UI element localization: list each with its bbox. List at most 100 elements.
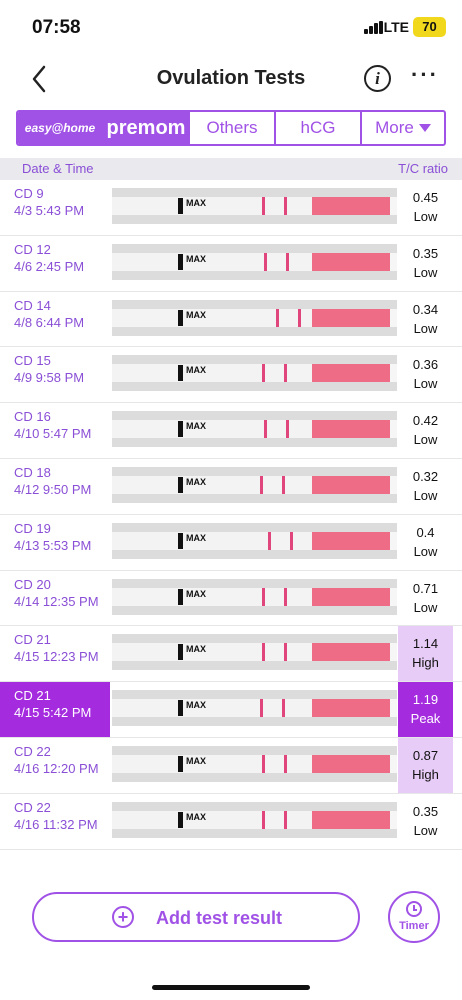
strip-max-label: MAX xyxy=(186,309,206,320)
test-datetime: 4/15 5:42 PM xyxy=(14,705,92,721)
tc-ratio-value: 0.42 xyxy=(412,413,439,429)
more-dots-icon[interactable]: ··· xyxy=(411,62,439,87)
test-row[interactable]: CD 21 4/15 12:23 PM MAX 1.14 High xyxy=(0,626,462,683)
tc-ratio-value: 1.19 xyxy=(412,692,439,708)
tc-ratio-cell: 0.87 High xyxy=(398,737,453,793)
test-row[interactable]: CD 15 4/9 9:58 PM MAX 0.36 Low xyxy=(0,347,462,404)
status-bar: 07:58 LTE 70 xyxy=(0,0,462,56)
test-row[interactable]: CD 20 4/14 12:35 PM MAX 0.71 Low xyxy=(0,571,462,627)
test-row[interactable]: CD 21 4/15 5:42 PM MAX 1.19 Peak xyxy=(0,682,462,738)
lh-level: Low xyxy=(413,209,438,224)
timer-button[interactable]: Timer xyxy=(388,891,440,943)
test-date-cell: CD 9 4/3 5:43 PM xyxy=(0,180,110,235)
strip-arrow-bar xyxy=(178,309,183,326)
strip-max-label: MAX xyxy=(186,421,206,432)
tc-ratio-value: 0.45 xyxy=(412,190,439,205)
header-date-time: Date & Time xyxy=(22,161,94,176)
lh-level: Peak xyxy=(410,711,441,727)
lh-level: Low xyxy=(413,376,438,392)
strip-arrow-bar xyxy=(178,253,183,270)
test-strip-image: MAX xyxy=(112,578,397,615)
strip-test-line xyxy=(262,643,265,662)
tab-others[interactable]: Others xyxy=(190,112,276,144)
test-datetime: 4/12 9:50 PM xyxy=(14,481,92,497)
test-date-cell: CD 22 4/16 12:20 PM xyxy=(0,738,110,793)
strip-pad xyxy=(312,810,390,829)
strip-end xyxy=(390,643,397,662)
strip-control-line xyxy=(284,364,287,383)
caret-down-icon xyxy=(418,124,431,132)
lh-level: Low xyxy=(413,320,438,336)
strip-max-label: MAX xyxy=(186,365,206,376)
strip-arrow-bar xyxy=(178,700,183,717)
strip-test-line xyxy=(268,531,271,550)
strip-max-label: MAX xyxy=(186,198,206,208)
cycle-day: CD 9 xyxy=(14,186,44,201)
tc-ratio-value: 0.34 xyxy=(412,301,439,317)
list-header: Date & Time T/C ratio xyxy=(0,158,462,180)
test-row[interactable]: CD 18 4/12 9:50 PM MAX 0.32 Low xyxy=(0,459,462,515)
strip-max-label: MAX xyxy=(186,644,206,655)
test-date-cell: CD 18 4/12 9:50 PM xyxy=(0,459,110,514)
tab-hcg[interactable]: hCG xyxy=(276,112,362,144)
strip-control-line xyxy=(286,420,289,439)
tc-ratio-cell: 0.34 Low xyxy=(398,292,453,347)
strip-end xyxy=(390,531,397,550)
test-row[interactable]: CD 16 4/10 5:47 PM MAX 0.42 Low xyxy=(0,403,462,459)
strip-pad xyxy=(312,587,390,606)
test-row[interactable]: CD 12 4/6 2:45 PM MAX 0.35 Low xyxy=(0,236,462,292)
test-row[interactable]: CD 9 4/3 5:43 PM MAX 0.45 Low xyxy=(0,180,462,236)
test-date-cell: CD 12 4/6 2:45 PM xyxy=(0,236,110,291)
test-datetime: 4/16 11:32 PM xyxy=(14,816,98,832)
tab-more[interactable]: More xyxy=(362,112,444,144)
test-date-cell: CD 21 4/15 12:23 PM xyxy=(0,626,110,681)
header-tc-ratio: T/C ratio xyxy=(398,161,448,176)
tc-ratio-value: 0.35 xyxy=(412,803,439,819)
nav-bar: Ovulation Tests i ··· xyxy=(0,56,462,102)
test-row[interactable]: CD 14 4/8 6:44 PM MAX 0.34 Low xyxy=(0,292,462,348)
strip-max-label: MAX xyxy=(186,811,206,822)
cycle-day: CD 14 xyxy=(14,297,51,313)
cycle-day: CD 18 xyxy=(14,464,51,480)
strip-test-line xyxy=(264,252,267,271)
info-icon[interactable]: i xyxy=(364,65,391,92)
test-strip-image: MAX xyxy=(112,299,397,336)
tab-easy-home[interactable]: easy@home xyxy=(18,112,104,144)
cycle-day: CD 21 xyxy=(14,688,51,704)
test-datetime: 4/15 12:23 PM xyxy=(14,649,99,665)
strip-arrow-bar xyxy=(178,588,183,605)
lh-level: Low xyxy=(413,264,438,280)
strip-pad xyxy=(312,308,390,327)
tab-premom[interactable]: premom xyxy=(104,112,190,144)
strip-test-line xyxy=(262,364,265,383)
cycle-day: CD 20 xyxy=(14,576,51,592)
strip-control-line xyxy=(286,252,289,271)
add-test-result-button[interactable]: + Add test result xyxy=(32,892,360,942)
test-row[interactable]: CD 19 4/13 5:53 PM MAX 0.4 Low xyxy=(0,515,462,571)
cycle-day: CD 16 xyxy=(14,409,51,425)
test-date-cell: CD 22 4/16 11:32 PM xyxy=(0,794,110,849)
lh-level: High xyxy=(412,766,439,782)
strip-end xyxy=(390,754,397,773)
strip-arrow-bar xyxy=(178,421,183,438)
strip-max-label: MAX xyxy=(186,588,206,599)
strip-max-label: MAX xyxy=(186,700,206,711)
strip-pad xyxy=(312,699,390,718)
strip-pad xyxy=(312,754,390,773)
lh-level: Low xyxy=(413,822,438,838)
strip-test-line xyxy=(262,754,265,773)
test-date-cell: CD 19 4/13 5:53 PM xyxy=(0,515,110,570)
test-row[interactable]: CD 22 4/16 12:20 PM MAX 0.87 High xyxy=(0,737,462,794)
test-datetime: 4/10 5:47 PM xyxy=(14,426,92,442)
back-icon[interactable] xyxy=(26,64,56,94)
test-strip-image: MAX xyxy=(112,801,397,838)
home-indicator xyxy=(152,985,310,990)
lh-level: Low xyxy=(413,599,438,615)
tc-ratio-cell: 0.35 Low xyxy=(398,236,453,291)
tc-ratio-cell: 0.45 Low xyxy=(398,180,453,235)
add-test-result-label: Add test result xyxy=(156,908,283,928)
strip-pad xyxy=(312,420,390,439)
strip-control-line xyxy=(284,197,287,215)
test-row[interactable]: CD 22 4/16 11:32 PM MAX 0.35 Low xyxy=(0,794,462,850)
cycle-day: CD 12 xyxy=(14,241,51,257)
